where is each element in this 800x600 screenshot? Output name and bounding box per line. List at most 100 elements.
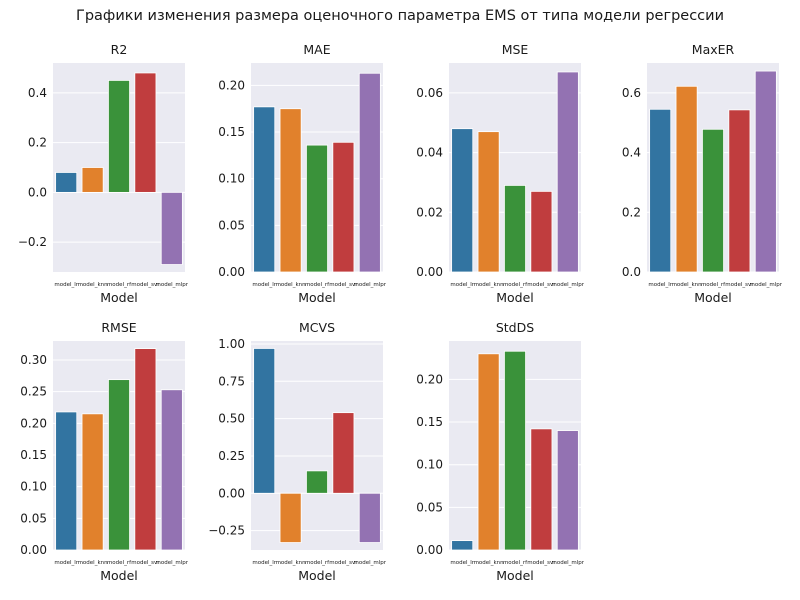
bar-model_lr (253, 348, 276, 494)
x-tick-label: model_svr (131, 560, 160, 566)
x-tick-label: model_rf (305, 560, 330, 566)
x-tick-label: model_mlpr (552, 560, 585, 566)
y-tick-label: 0.02 (416, 205, 443, 219)
bar-model_lr (55, 172, 78, 193)
x-tick-label: model_rf (305, 282, 330, 288)
x-axis-label: Model (298, 568, 336, 583)
panel-title: MAE (303, 42, 330, 57)
bar-model_svr (530, 428, 553, 551)
y-tick-label: 0.25 (20, 385, 47, 399)
y-tick-label: 0.0 (28, 185, 47, 199)
y-tick-label: −0.25 (208, 524, 245, 538)
bar-model_rf (504, 350, 526, 551)
x-axis-label: Model (100, 290, 138, 305)
y-tick-label: 0.10 (20, 480, 47, 494)
x-tick-label: model_lr (252, 282, 276, 288)
y-tick-label: −0.2 (18, 235, 47, 249)
x-tick-label: model_svr (131, 282, 160, 288)
y-tick-label: 0.00 (218, 486, 245, 500)
x-tick-label: model_knn (276, 560, 307, 566)
bar-model_knn (279, 492, 302, 543)
y-tick-label: 0.00 (218, 265, 245, 279)
x-tick-label: model_mlpr (750, 282, 783, 288)
bar-model_svr (530, 190, 553, 273)
x-tick-label: model_knn (78, 560, 109, 566)
panel-title: RMSE (101, 320, 136, 335)
panel-title: MaxER (692, 42, 735, 57)
bar-model_mlpr (754, 70, 777, 273)
y-tick-label: 0.20 (20, 416, 47, 430)
bar-model_rf (306, 470, 328, 494)
y-tick-label: 0.30 (20, 353, 47, 367)
x-tick-label: model_mlpr (156, 282, 189, 288)
bar-model_knn (279, 108, 302, 273)
y-tick-label: 0.2 (622, 205, 641, 219)
y-tick-label: 0.15 (20, 448, 47, 462)
x-tick-label: model_knn (276, 282, 307, 288)
bar-model_knn (477, 353, 500, 551)
x-tick-label: model_mlpr (354, 560, 387, 566)
x-tick-label: model_lr (54, 282, 78, 288)
y-tick-label: 0.00 (416, 543, 443, 557)
bar-model_knn (81, 167, 104, 193)
x-axis-label: Model (496, 568, 534, 583)
y-tick-label: 0.6 (622, 86, 641, 100)
x-tick-label: model_rf (701, 282, 726, 288)
bar-model_lr (451, 540, 474, 551)
x-tick-label: model_rf (107, 282, 132, 288)
bar-model_mlpr (160, 191, 183, 265)
bar-model_knn (675, 85, 698, 273)
bar-model_lr (649, 108, 672, 273)
y-tick-label: 0.00 (20, 543, 47, 557)
chart-panel-mcvs: −0.25 0.00 0.25 0.50 0.75 1.00 model_lr model_k… (208, 320, 387, 583)
x-tick-label: model_svr (527, 560, 556, 566)
y-tick-label: 0.25 (218, 449, 245, 463)
y-tick-label: 0.05 (218, 218, 245, 232)
x-axis-label: Model (298, 290, 336, 305)
x-tick-label: model_lr (450, 560, 474, 566)
y-tick-label: 0.06 (416, 86, 443, 100)
bar-model_rf (702, 128, 724, 273)
y-tick-label: 0.05 (20, 511, 47, 525)
panel-title: StdDS (496, 320, 534, 335)
panel-title: MSE (502, 42, 529, 57)
bar-model_mlpr (358, 492, 381, 543)
x-tick-label: model_lr (450, 282, 474, 288)
x-tick-label: model_lr (252, 560, 276, 566)
bar-model_svr (134, 72, 157, 193)
bar-model_lr (55, 411, 78, 551)
figure-title: Графики изменения размера оценочного пар… (76, 8, 724, 24)
x-tick-label: model_svr (725, 282, 754, 288)
x-tick-label: model_svr (329, 560, 358, 566)
panel-title: MCVS (299, 320, 335, 335)
y-tick-label: 0.00 (416, 265, 443, 279)
bar-model_svr (332, 412, 355, 494)
y-tick-label: 0.4 (622, 146, 641, 160)
x-tick-label: model_rf (503, 282, 528, 288)
y-tick-label: 0.50 (218, 412, 245, 426)
y-tick-label: 0.10 (218, 172, 245, 186)
x-tick-label: model_knn (474, 282, 505, 288)
x-tick-label: model_rf (503, 560, 528, 566)
y-tick-label: 1.00 (218, 337, 245, 351)
bar-model_mlpr (556, 430, 579, 551)
x-tick-label: model_mlpr (354, 282, 387, 288)
bar-model_svr (332, 141, 355, 273)
x-tick-label: model_svr (527, 282, 556, 288)
bar-model_lr (253, 106, 276, 273)
y-tick-label: 0.20 (218, 78, 245, 92)
x-axis-label: Model (100, 568, 138, 583)
bar-model_rf (108, 379, 130, 551)
bar-model_svr (134, 348, 157, 551)
x-tick-label: model_rf (107, 560, 132, 566)
y-tick-label: 0.4 (28, 86, 47, 100)
x-tick-label: model_knn (672, 282, 703, 288)
x-tick-label: model_mlpr (552, 282, 585, 288)
x-tick-label: model_lr (54, 560, 78, 566)
x-tick-label: model_knn (78, 282, 109, 288)
y-tick-label: 0.15 (218, 125, 245, 139)
